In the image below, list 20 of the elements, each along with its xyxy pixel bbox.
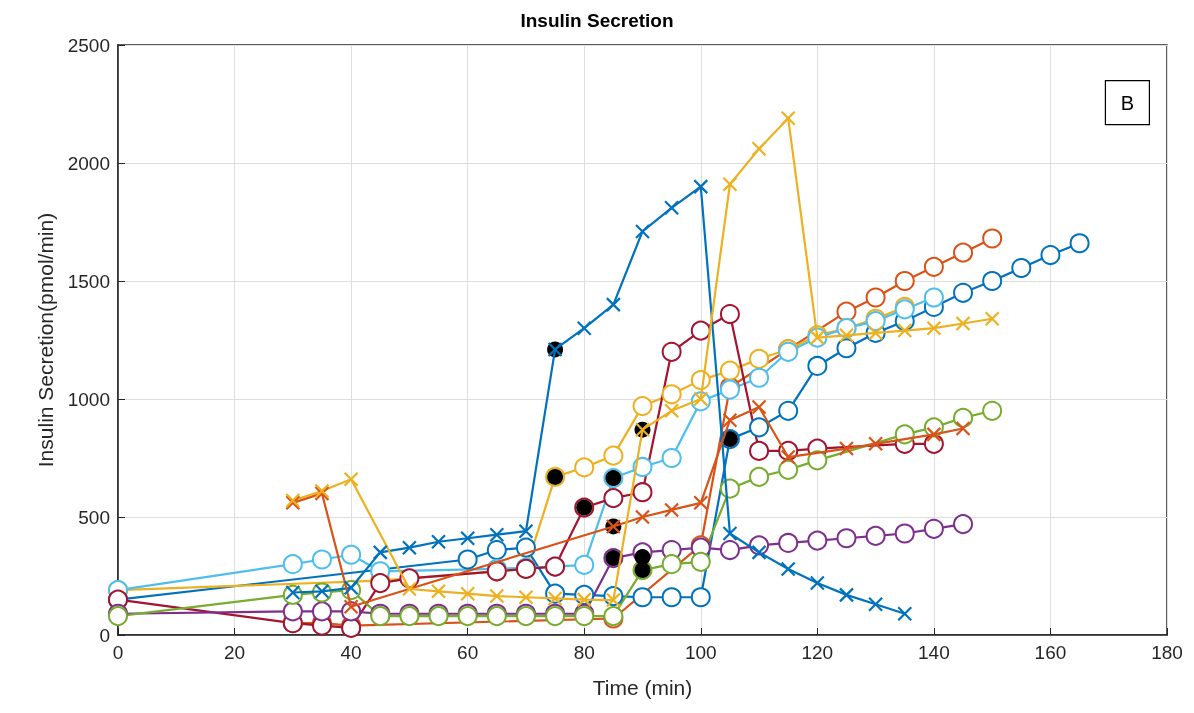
x-tick-label: 160 (1034, 642, 1067, 663)
x-tick-label: 0 (112, 642, 124, 663)
y-tick-label: 2000 (67, 152, 110, 174)
x-axis-title: Time (min) (592, 676, 693, 699)
x-tick-label: 180 (1151, 642, 1183, 663)
chart-title: Insulin Secretion (520, 10, 674, 31)
x-tick-label: 80 (573, 642, 595, 663)
annotation: B (1120, 91, 1135, 114)
y-tick-label: 0 (99, 624, 110, 646)
x-tick-label: 60 (457, 642, 479, 663)
x-tick-label: 140 (918, 642, 950, 663)
y-tick-label: 500 (78, 506, 110, 528)
y-tick-label: 2500 (67, 34, 110, 56)
x-tick-label: 100 (684, 642, 717, 663)
y-tick-label: 1500 (67, 270, 110, 292)
x-tick-label: 120 (801, 642, 834, 663)
x-tick-label: 40 (340, 642, 362, 663)
x-tick-label: 20 (223, 642, 246, 663)
y-tick-label: 1000 (67, 388, 110, 410)
y-axis-title: Insulin Secretion(pmol/min) (34, 212, 57, 468)
